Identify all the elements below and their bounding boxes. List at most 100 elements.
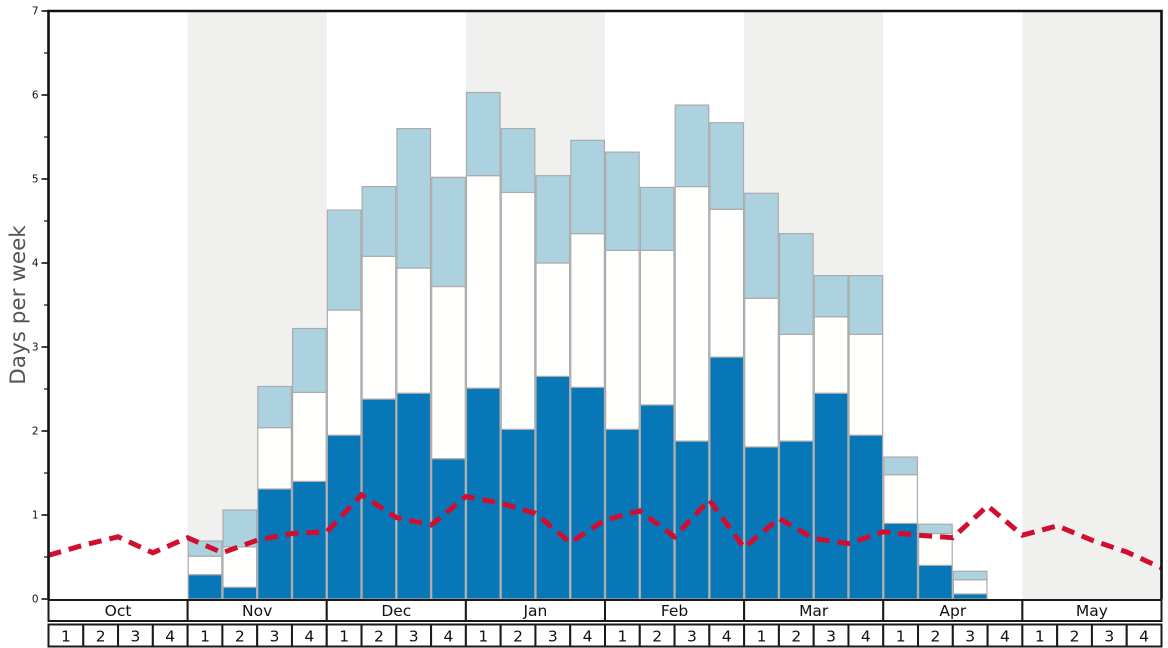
week-number-label: 4 — [1139, 628, 1149, 646]
month-cell — [1021, 599, 1163, 622]
week-number-label: 1 — [1035, 628, 1045, 646]
dark-blue-segment — [326, 434, 362, 600]
week-number-label: 1 — [200, 628, 210, 646]
month-label: Apr — [939, 602, 966, 620]
light-blue-segment — [361, 185, 397, 257]
month-label: May — [1076, 602, 1108, 620]
trend-line-group — [47, 491, 1163, 571]
white-segment — [813, 316, 849, 394]
shaded-band-may — [1022, 11, 1162, 599]
y-tick-label: 4 — [32, 258, 39, 270]
week-number-label: 3 — [131, 628, 141, 646]
y-tick-label: 3 — [32, 342, 39, 354]
white-segment — [465, 175, 501, 389]
light-blue-segment — [674, 104, 710, 188]
y-axis-title: Days per week — [6, 225, 31, 385]
light-blue-segment — [431, 176, 466, 288]
dark-blue-segment — [570, 386, 606, 600]
week-number-label: 4 — [1000, 628, 1010, 646]
dark-blue-segment — [187, 574, 223, 600]
white-segment — [952, 579, 988, 595]
dark-blue-segment — [431, 458, 466, 600]
month-axis-row: Oct Nov Dec Jan Feb Mar Apr May — [47, 599, 1163, 622]
light-blue-segment — [778, 233, 814, 336]
white-segment — [257, 427, 292, 490]
dark-blue-segment — [222, 586, 258, 600]
dark-blue-segment — [291, 480, 327, 600]
light-blue-segment — [187, 540, 223, 557]
white-segment — [570, 233, 606, 388]
week-number-label: 1 — [896, 628, 906, 646]
y-tick-label: 5 — [32, 174, 39, 186]
week-number-label: 4 — [583, 628, 593, 646]
dark-blue-segment — [361, 398, 397, 600]
white-segment — [535, 262, 571, 378]
month-label: Nov — [242, 602, 272, 620]
white-segment — [396, 267, 432, 394]
dark-blue-segment — [639, 404, 675, 600]
week-number-label: 1 — [478, 628, 488, 646]
week-number-label: 3 — [965, 628, 975, 646]
light-blue-segment — [883, 456, 919, 476]
week-number-label: 2 — [652, 628, 662, 646]
light-blue-segment — [848, 275, 884, 336]
week-number-label: 1 — [757, 628, 767, 646]
week-number-label: 3 — [548, 628, 558, 646]
week-number-label: 4 — [722, 628, 732, 646]
dark-blue-segment — [535, 375, 571, 600]
light-blue-segment — [918, 523, 953, 535]
week-number-label: 2 — [96, 628, 106, 646]
light-blue-segment — [257, 385, 292, 429]
dark-blue-segment — [465, 387, 501, 600]
white-segment — [291, 391, 327, 482]
white-segment — [431, 285, 466, 460]
week-number-label: 1 — [339, 628, 349, 646]
month-label: Mar — [799, 602, 829, 620]
week-number-label: 4 — [165, 628, 175, 646]
dark-blue-segment — [709, 356, 745, 600]
y-tick-label: 0 — [32, 594, 39, 606]
week-number-label: 3 — [270, 628, 280, 646]
week-number-label: 2 — [791, 628, 801, 646]
light-blue-segment — [500, 128, 536, 194]
week-number-label: 3 — [409, 628, 419, 646]
y-tick-label: 2 — [32, 426, 39, 438]
light-blue-segment — [291, 327, 327, 393]
light-blue-segment — [813, 275, 849, 318]
white-segment — [883, 474, 919, 524]
white-segment — [848, 333, 884, 436]
dark-blue-segment — [918, 564, 953, 600]
plot-border — [47, 9, 1163, 599]
light-blue-segment — [465, 91, 501, 177]
light-blue-segment — [396, 128, 432, 269]
white-segment — [326, 309, 362, 436]
dark-blue-segment — [952, 593, 988, 600]
week-number-label: 2 — [235, 628, 245, 646]
week-number-label: 1 — [617, 628, 627, 646]
y-axis: 0 1 2 3 4 5 6 7 Days per week — [6, 6, 48, 606]
white-segment — [744, 297, 779, 448]
month-label: Jan — [522, 602, 547, 620]
light-blue-segment — [535, 175, 571, 264]
dark-blue-segment — [848, 434, 884, 600]
dark-blue-segment — [257, 488, 292, 600]
white-segment — [222, 546, 258, 588]
white-segment — [500, 191, 536, 430]
week-number-label: 3 — [1104, 628, 1114, 646]
dark-blue-segment — [396, 392, 432, 600]
light-blue-segment — [709, 122, 745, 210]
week-cell — [1125, 623, 1163, 648]
stacked-bars — [187, 91, 988, 600]
y-tick-label: 6 — [32, 90, 39, 102]
dark-blue-segment — [813, 392, 849, 600]
y-tick-label: 1 — [32, 510, 39, 522]
week-number-label: 2 — [1070, 628, 1080, 646]
white-segment — [604, 249, 640, 430]
week-number-label: 4 — [861, 628, 871, 646]
light-blue-segment — [604, 151, 640, 251]
white-segment — [187, 555, 223, 576]
week-number-label: 3 — [826, 628, 836, 646]
white-segment — [709, 208, 745, 358]
